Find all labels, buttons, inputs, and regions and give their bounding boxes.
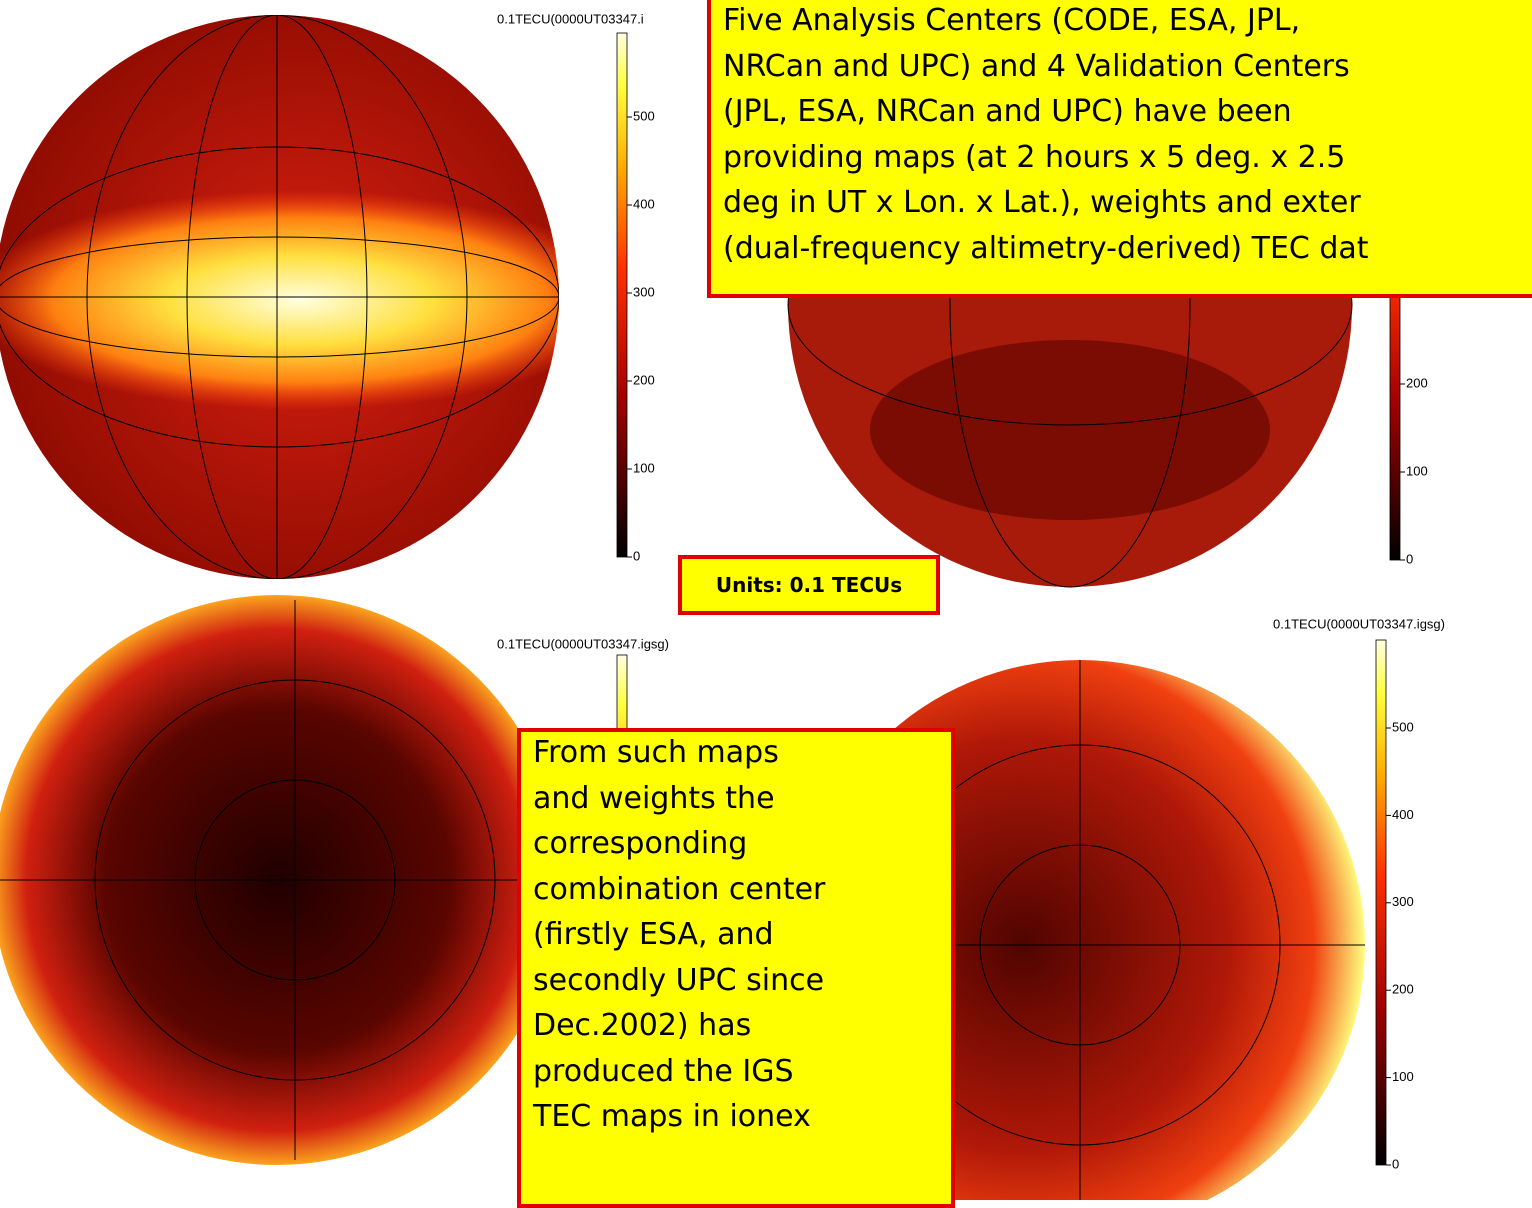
- tick-label: 100: [1392, 1069, 1414, 1084]
- text-box: Five Analysis Centers (CODE, ESA, JPL, NR…: [707, 0, 1532, 298]
- text-line: TEC maps in ionex: [533, 1102, 811, 1132]
- map-title: 0.1TECU(0000UT03347.igsg): [497, 636, 669, 651]
- tick-label: 100: [1406, 463, 1428, 478]
- text-line: (JPL, ESA, NRCan and UPC) have been: [723, 97, 1292, 127]
- tick-label: 200: [1406, 375, 1428, 390]
- tick-label: 400: [633, 196, 655, 211]
- tick-label: 500: [633, 108, 655, 123]
- tick-label: 200: [633, 372, 655, 387]
- text-line: combination center: [533, 875, 825, 905]
- text-line: secondly UPC since: [533, 966, 824, 996]
- tick-label: 0: [633, 548, 640, 563]
- globe-top-left: [0, 15, 630, 580]
- tick-label: 300: [633, 284, 655, 299]
- tick-label: 100: [633, 460, 655, 475]
- text-box: From such maps and weights the correspondi…: [517, 728, 955, 1208]
- text-line: and weights the: [533, 784, 775, 814]
- tick-label: 0: [1406, 551, 1413, 566]
- text-line: providing maps (at 2 hours x 5 deg. x 2.…: [723, 143, 1345, 173]
- slide: 0.1TECU(0000UT03347.i 0 100 200 300 400 500 0 10…: [0, 0, 1532, 1200]
- colorbar: [1376, 640, 1386, 1165]
- tick-label: 400: [1392, 807, 1414, 822]
- tick-label: 200: [1392, 982, 1414, 997]
- text-line: (dual-frequency altimetry-derived) TEC d…: [723, 234, 1369, 264]
- map-title: 0.1TECU(0000UT03347.igsg): [1273, 616, 1445, 631]
- tick-label: 500: [1392, 719, 1414, 734]
- globe-bottom-left: [0, 595, 562, 1165]
- tick-label: 0: [1392, 1156, 1399, 1171]
- text-line: NRCan and UPC) and 4 Validation Centers: [723, 52, 1350, 82]
- text-line: From such maps: [533, 738, 779, 768]
- colorbar: [617, 33, 627, 557]
- text-line: produced the IGS: [533, 1057, 794, 1087]
- text-line: Dec.2002) has: [533, 1011, 751, 1041]
- map-title: 0.1TECU(0000UT03347.i: [497, 11, 644, 26]
- text-line: (firstly ESA, and: [533, 920, 774, 950]
- text-line: corresponding: [533, 829, 747, 859]
- tick-label: 300: [1392, 894, 1414, 909]
- text-line: deg in UT x Lon. x Lat.), weights and ex…: [723, 188, 1361, 218]
- units-box: Units: 0.1 TECUs: [678, 555, 940, 615]
- text-line: Five Analysis Centers (CODE, ESA, JPL,: [723, 6, 1300, 36]
